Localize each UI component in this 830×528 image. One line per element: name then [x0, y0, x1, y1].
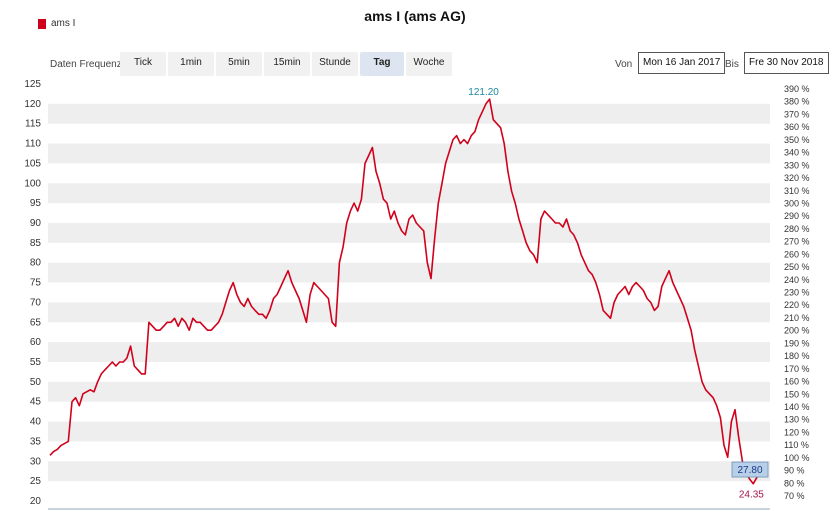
price-chart[interactable]: 20 25 30 35 40 45 50 55 60 65 70 75 80 85 90 95 100 105 11…: [0, 78, 830, 528]
y2-tick-label: 130 %: [784, 415, 810, 425]
price-line: [49, 98, 769, 485]
y2-tick-label: 210 %: [784, 313, 810, 323]
y2-tick-label: 330 %: [784, 160, 810, 170]
y2-tick-label: 320 %: [784, 173, 810, 183]
grid-band: [48, 302, 770, 323]
last-value-box: [731, 461, 769, 478]
y2-tick-label: 340 %: [784, 148, 810, 158]
freq-button-1min[interactable]: 1min: [168, 52, 214, 76]
y-tick-label: 50: [30, 377, 42, 388]
chart-title: ams I (ams AG): [364, 8, 466, 24]
to-label: Bis: [725, 59, 739, 70]
y2-tick-label: 370 %: [784, 109, 810, 119]
y2-tick-label: 80 %: [784, 478, 805, 488]
y2-tick-label: 150 %: [784, 389, 810, 399]
y2-tick-label: 280 %: [784, 224, 810, 234]
y2-tick-label: 110 %: [784, 440, 809, 450]
frequency-label: Daten Frequenz: [50, 59, 122, 70]
y2-tick-label: 300 %: [784, 198, 810, 208]
y2-tick-label: 260 %: [784, 249, 810, 259]
y-tick-label: 75: [30, 278, 42, 289]
y-tick-label: 65: [30, 317, 42, 328]
y-tick-label: 115: [25, 119, 41, 130]
freq-button-woche[interactable]: Woche: [406, 52, 452, 76]
y-tick-label: 100: [24, 178, 41, 189]
y-tick-label: 30: [30, 456, 42, 467]
grid-band: [48, 342, 770, 362]
grid-band: [48, 381, 770, 402]
from-date-input[interactable]: Mon 16 Jan 2017: [638, 52, 726, 74]
from-label: Von: [615, 59, 633, 70]
legend-swatch: [38, 18, 46, 29]
freq-button-stunde[interactable]: Stunde: [312, 52, 358, 76]
y-tick-label: 90: [30, 218, 42, 229]
grid-band: [48, 143, 770, 164]
y2-tick-label: 190 %: [784, 338, 810, 348]
y2-tick-label: 290 %: [784, 211, 810, 221]
y2-tick-label: 220 %: [784, 300, 810, 310]
last-value-label: 27.80: [737, 465, 762, 476]
grid-band: [48, 183, 770, 204]
y2-tick-label: 350 %: [784, 135, 810, 145]
y2-tick-label: 360 %: [784, 122, 810, 132]
grid-band: [48, 421, 770, 442]
y2-tick-label: 90 %: [784, 466, 805, 476]
y-tick-label: 20: [30, 496, 42, 507]
legend: ams I: [38, 18, 75, 29]
legend-label: ams I: [51, 18, 76, 29]
y-tick-label: 35: [30, 436, 42, 447]
y-tick-label: 60: [30, 337, 42, 348]
y2-tick-label: 310 %: [784, 186, 810, 196]
y-tick-label: 45: [30, 397, 42, 408]
y-tick-label: 125: [24, 79, 41, 90]
min-label: 24.35: [739, 490, 764, 501]
y2-tick-label: 120 %: [784, 427, 810, 437]
grid-band: [48, 461, 770, 482]
freq-button-tag[interactable]: Tag: [360, 52, 404, 76]
y2-tick-label: 160 %: [784, 377, 810, 387]
freq-button-5min[interactable]: 5min: [216, 52, 262, 76]
y-tick-label: 120: [24, 99, 41, 110]
y2-tick-label: 380 %: [784, 97, 810, 107]
grid-band: [48, 223, 770, 243]
y-tick-label: 85: [30, 238, 42, 249]
y2-tick-label: 200 %: [784, 326, 810, 336]
y-tick-label: 80: [30, 258, 42, 269]
grid-band: [48, 262, 770, 283]
to-date-input[interactable]: Fre 30 Nov 2018: [744, 52, 829, 74]
y2-tick-label: 100 %: [784, 453, 810, 463]
y-tick-label: 40: [30, 417, 42, 428]
freq-button-tick[interactable]: Tick: [120, 52, 166, 76]
max-label: 121.20: [468, 87, 499, 98]
y-tick-label: 55: [30, 357, 42, 368]
y-tick-label: 110: [25, 139, 41, 150]
y-tick-label: 25: [30, 476, 42, 487]
y2-tick-label: 170 %: [784, 364, 810, 374]
y2-tick-label: 270 %: [784, 237, 810, 247]
y-tick-label: 105: [24, 158, 41, 169]
y2-tick-label: 240 %: [784, 275, 810, 285]
y2-tick-label: 140 %: [784, 402, 810, 412]
y2-tick-label: 180 %: [784, 351, 810, 361]
grid-band: [48, 103, 770, 124]
toolbar: Daten Frequenz Tick 1min 5min 15min Stun…: [0, 52, 830, 76]
freq-button-15min[interactable]: 15min: [264, 52, 310, 76]
y-tick-label: 70: [30, 297, 42, 308]
y2-tick-label: 390 %: [784, 84, 810, 94]
y-tick-label: 95: [30, 198, 42, 209]
y2-tick-label: 250 %: [784, 262, 810, 272]
y2-tick-label: 70 %: [784, 491, 805, 501]
y2-tick-label: 230 %: [784, 288, 810, 298]
